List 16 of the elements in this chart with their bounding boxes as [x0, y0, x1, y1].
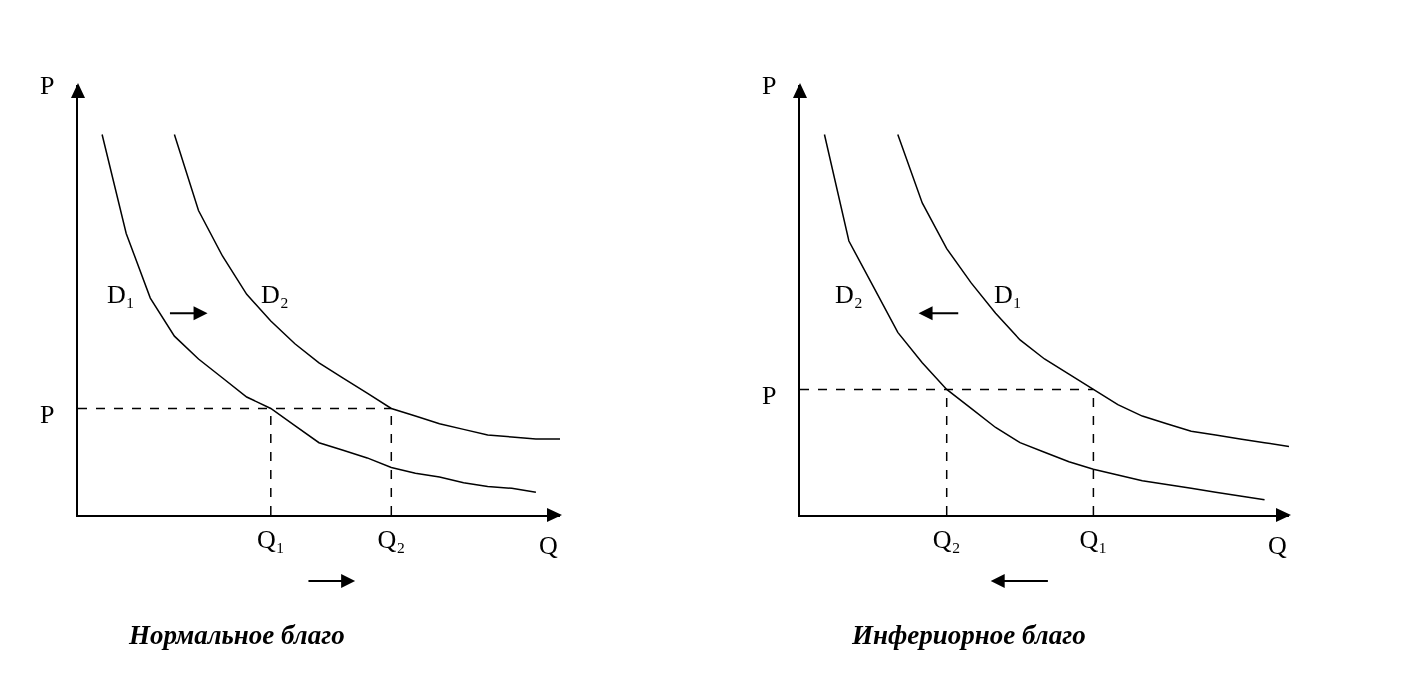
x-tick-label: Q₂ — [932, 525, 961, 555]
x-axis-title: Q — [539, 531, 558, 560]
series-label: D₁ — [107, 280, 135, 309]
series-label: D₂ — [835, 280, 863, 309]
y-axis-title: P — [40, 71, 55, 100]
x-axis-title: Q — [1268, 531, 1287, 560]
ref-line-label: P — [762, 381, 777, 410]
text: Инфериорное благо — [851, 620, 1086, 650]
series-label: D₂ — [261, 280, 289, 309]
x-tick-label: Q₁ — [256, 525, 285, 555]
x-tick-label: Q₁ — [1079, 525, 1108, 555]
text: Нормальное благо — [128, 620, 345, 650]
ref-line-label: P — [40, 400, 55, 429]
x-tick-label: Q₂ — [377, 525, 406, 555]
y-axis-title: P — [762, 71, 777, 100]
series-label: D₁ — [994, 280, 1022, 309]
